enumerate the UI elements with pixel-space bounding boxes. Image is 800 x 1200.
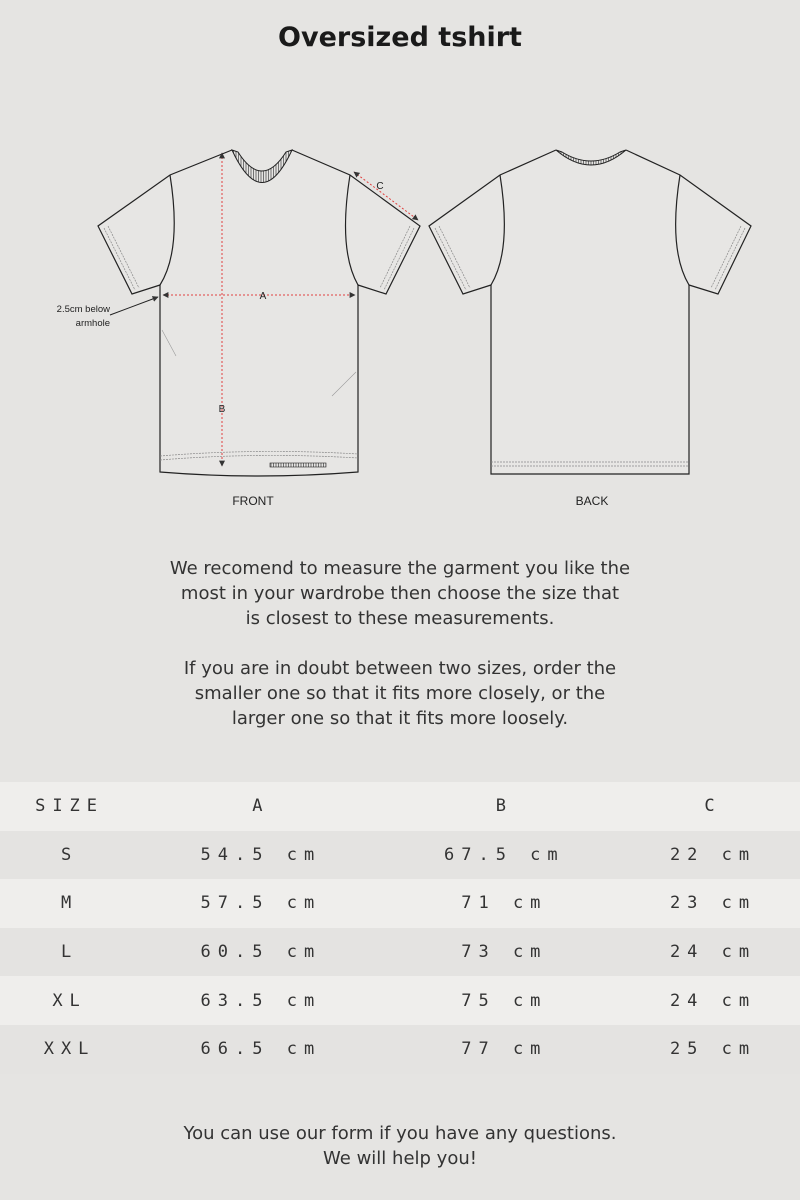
- cell-c: 24 cm: [669, 990, 757, 1011]
- tshirt-diagram: A B C 2.5cm below armhole FRONT BACK: [57, 149, 752, 508]
- cell-c: 23 cm: [669, 893, 757, 914]
- cell-c: 22 cm: [669, 844, 757, 865]
- cell-a: 60.5 cm: [200, 942, 322, 963]
- cell-size: L: [60, 942, 79, 963]
- back-label: BACK: [576, 494, 609, 508]
- intro-paragraph-1: We recomend to measure the garment you l…: [0, 556, 800, 631]
- table-row: M 57.5 cm 71 cm 23 cm: [0, 879, 800, 928]
- table-header-row: SIZE A B C: [0, 782, 800, 831]
- cell-b: 67.5 cm: [444, 844, 565, 865]
- table-row: XL 63.5 cm 75 cm 24 cm: [0, 976, 800, 1025]
- intro-paragraph-2: If you are in doubt between two sizes, o…: [0, 656, 800, 731]
- cell-size: XXL: [43, 1039, 96, 1060]
- cell-c: 25 cm: [669, 1039, 757, 1060]
- text-line: is closest to these measurements.: [245, 608, 555, 629]
- cell-b: 75 cm: [461, 990, 548, 1011]
- cell-a: 57.5 cm: [200, 893, 322, 914]
- text-line: We will help you!: [323, 1148, 477, 1169]
- cell-a: 54.5 cm: [200, 844, 322, 865]
- text-line: most in your wardrobe then choose the si…: [180, 583, 620, 604]
- size-table: SIZE A B C S 54.5 cm 67.5 cm 22 cm M 57.5 cm…: [0, 782, 800, 1074]
- cell-b: 73 cm: [461, 942, 548, 963]
- header-c: C: [704, 796, 722, 817]
- measure-label-b: B: [219, 404, 226, 415]
- cell-b: 77 cm: [461, 1039, 548, 1060]
- cell-a: 63.5 cm: [200, 990, 322, 1011]
- text-line: We recomend to measure the garment you l…: [169, 558, 631, 579]
- table-row: S 54.5 cm 67.5 cm 22 cm: [0, 830, 800, 880]
- measure-lines: [162, 152, 419, 467]
- measure-label-c: C: [376, 181, 383, 192]
- annotation-line-2: armhole: [76, 318, 110, 329]
- text-line: If you are in doubt between two sizes, o…: [183, 658, 617, 679]
- front-label: FRONT: [232, 494, 274, 508]
- cell-b: 71 cm: [461, 893, 548, 914]
- text-line: smaller one so that it fits more closely…: [194, 683, 606, 704]
- front-shirt: [97, 149, 421, 477]
- header-a: A: [252, 796, 270, 817]
- annotation-arrow: [109, 296, 159, 316]
- cell-size: S: [60, 844, 79, 865]
- measure-label-a: A: [260, 291, 267, 302]
- header-b: B: [495, 796, 513, 817]
- back-shirt: [428, 149, 752, 475]
- text-line: larger one so that it fits more loosely.: [231, 708, 569, 729]
- annotation-line-1: 2.5cm below: [57, 304, 110, 315]
- table-row: L 60.5 cm 73 cm 24 cm: [0, 927, 800, 977]
- cell-a: 66.5 cm: [200, 1039, 322, 1060]
- cell-c: 24 cm: [669, 942, 757, 963]
- footer-text: You can use our form if you have any que…: [0, 1121, 800, 1171]
- cell-size: M: [60, 893, 79, 914]
- text-line: You can use our form if you have any que…: [183, 1123, 617, 1144]
- table-row: XXL 66.5 cm 77 cm 25 cm: [0, 1024, 800, 1074]
- page-title: Oversized tshirt: [278, 22, 522, 53]
- cell-size: XL: [52, 990, 87, 1011]
- header-size: SIZE: [35, 796, 105, 817]
